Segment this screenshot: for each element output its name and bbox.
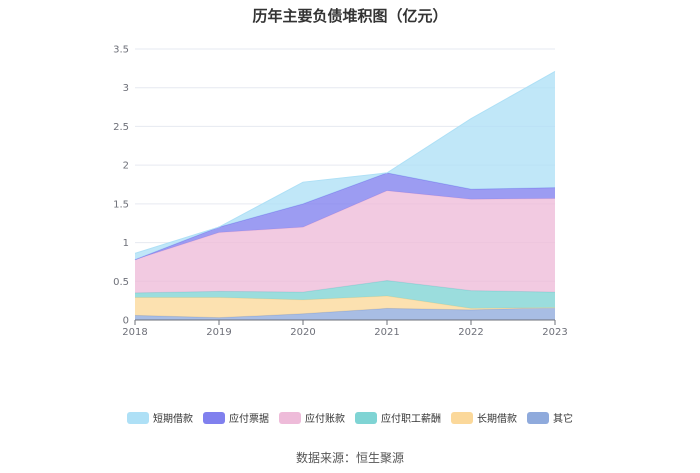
legend-item[interactable]: 短期借款 [127,410,193,425]
legend-swatch [279,411,301,424]
legend-label: 长期借款 [477,414,517,425]
y-tick-label: 0 [123,316,129,327]
x-tick-label: 2023 [542,327,567,338]
area-series-4 [135,172,555,260]
y-tick-label: 1.5 [113,199,129,210]
legend-label: 其它 [553,414,573,425]
legend-swatch [203,411,225,424]
legend-item[interactable]: 应付票据 [203,410,269,425]
legend-item[interactable]: 长期借款 [451,410,517,425]
legend-swatch [355,411,377,424]
legend-item[interactable]: 其它 [527,410,573,425]
x-tick-label: 2022 [458,327,483,338]
legend-item[interactable]: 应付账款 [279,410,345,425]
legend-label: 应付票据 [229,414,269,425]
legend-label: 应付职工薪酬 [381,414,441,425]
y-tick-label: 2 [123,161,129,172]
legend-label: 短期借款 [153,414,193,425]
data-source: 数据来源：恒生聚源 [295,451,404,465]
chart-title: 历年主要负债堆积图（亿元） [252,7,448,25]
y-tick-label: 1 [123,238,129,249]
x-tick-label: 2020 [290,327,315,338]
y-tick-label: 2.5 [113,122,129,133]
y-tick-label: 0.5 [113,277,129,288]
legend-swatch [127,411,149,424]
legend-swatch [451,411,473,424]
x-tick-label: 2019 [206,327,231,338]
area-series-5 [135,71,555,260]
x-tick-label: 2018 [122,327,147,338]
legend-swatch [527,411,549,424]
legend-label: 应付账款 [305,414,345,425]
area-series-2 [135,280,555,309]
legend: 短期借款 应付票据 应付账款 应付职工薪酬 长期借款 其它 [0,410,700,425]
area-series-1 [135,296,555,318]
area-series-3 [135,190,555,293]
legend-item[interactable]: 应付职工薪酬 [355,410,441,425]
line-series-5 [134,71,556,254]
x-tick-label: 2021 [374,327,399,338]
area-layer [134,71,556,320]
y-tick-label: 3 [123,83,129,94]
axis-layer: 0 0.5 1 1.5 2 2.5 3 3.5 2018 2019 2020 2021 2022 2023 [113,45,568,339]
y-tick-label: 3.5 [113,45,129,56]
